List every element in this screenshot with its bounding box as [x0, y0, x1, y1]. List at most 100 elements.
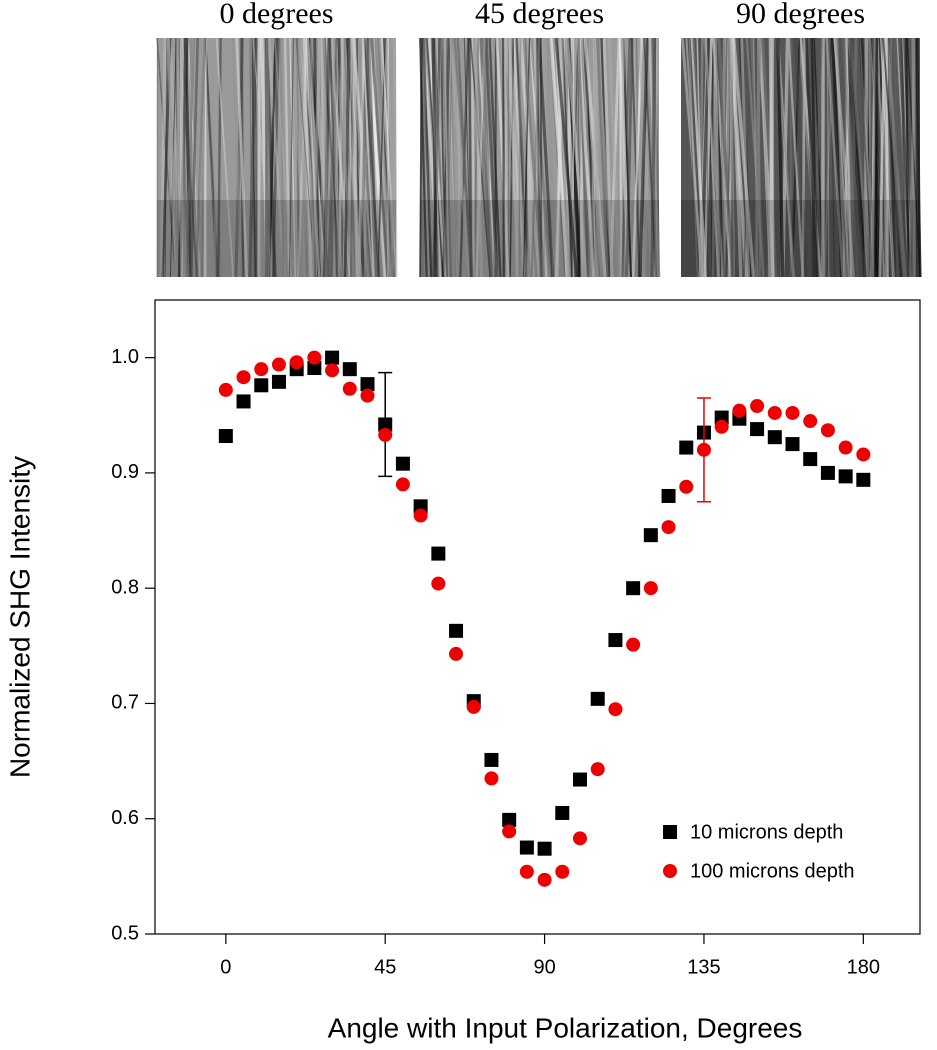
fiber: [638, 37, 649, 278]
fiber: [911, 37, 915, 278]
fiber: [715, 37, 735, 278]
y-tick-label: 1.0: [111, 346, 139, 368]
fiber: [690, 37, 708, 278]
fiber: [776, 37, 785, 278]
fiber: [801, 37, 807, 278]
fiber: [619, 37, 625, 278]
fiber: [696, 37, 704, 278]
fiber: [443, 37, 450, 278]
square-marker: [590, 691, 605, 706]
y-tick-label: 0.8: [111, 576, 139, 598]
square-marker: [307, 361, 322, 376]
circle-marker: [413, 508, 428, 523]
fiber: [235, 37, 249, 278]
fiber: [231, 37, 243, 278]
fiber: [418, 37, 428, 278]
fiber: [484, 37, 499, 278]
fiber: [337, 37, 344, 278]
fiber: [650, 37, 657, 278]
x-axis-title: Angle with Input Polarization, Degrees: [328, 1012, 803, 1043]
fiber: [577, 37, 589, 278]
fiber: [179, 37, 198, 278]
micrograph-shade: [157, 200, 396, 277]
fiber: [868, 37, 872, 278]
fiber: [453, 37, 475, 278]
fiber: [269, 37, 276, 278]
panel-title: 90 degrees: [736, 0, 865, 30]
square-marker: [502, 812, 517, 827]
fiber: [390, 37, 396, 278]
fiber: [625, 37, 634, 278]
circle-marker: [378, 427, 393, 442]
fiber: [849, 37, 871, 278]
fiber: [830, 37, 836, 278]
fiber: [431, 37, 438, 278]
fiber: [289, 37, 296, 278]
fiber: [880, 37, 894, 278]
circle-marker: [555, 864, 570, 879]
fiber: [554, 37, 578, 278]
fiber: [362, 37, 375, 278]
fiber: [189, 37, 200, 278]
circle-marker: [820, 423, 835, 438]
circle-marker: [537, 872, 552, 887]
fiber: [343, 37, 351, 278]
panel-title: 0 degrees: [219, 0, 333, 30]
fiber: [596, 37, 610, 278]
fiber: [703, 37, 713, 278]
circle-marker: [750, 399, 765, 414]
fiber: [467, 37, 474, 278]
fiber: [217, 37, 222, 278]
x-tick-label: 180: [847, 956, 880, 978]
circle-marker: [679, 479, 694, 494]
fiber: [706, 37, 709, 278]
y-tick-label: 0.6: [111, 807, 139, 829]
circle-marker: [608, 702, 623, 717]
square-marker: [236, 394, 251, 409]
fiber: [475, 37, 486, 278]
fiber: [719, 37, 725, 278]
circle-marker: [289, 355, 304, 370]
fiber: [307, 37, 317, 278]
circle-marker: [342, 381, 357, 396]
square-marker: [803, 452, 818, 467]
circle-marker: [325, 363, 340, 378]
circle-marker: [395, 477, 410, 492]
fiber: [787, 37, 804, 278]
image-panels: 0 degrees 45 degrees 90 degrees: [156, 0, 922, 278]
fiber: [845, 37, 866, 278]
fiber: [745, 37, 765, 278]
fiber: [350, 37, 359, 278]
fiber: [713, 37, 721, 278]
fiber: [204, 37, 208, 278]
y-axis-title: Normalized SHG Intensity: [4, 456, 35, 778]
circle-marker: [449, 646, 464, 661]
micrograph: [156, 37, 398, 278]
fiber: [166, 37, 178, 278]
square-marker: [484, 752, 499, 767]
fiber: [607, 37, 621, 278]
circle-marker: [856, 447, 871, 462]
fiber: [291, 37, 307, 278]
fiber: [905, 37, 910, 278]
fiber: [874, 37, 879, 278]
square-marker: [573, 772, 587, 787]
fiber: [698, 37, 708, 278]
square-marker: [767, 430, 782, 445]
fiber: [637, 37, 654, 278]
fiber: [915, 37, 922, 278]
fiber: [279, 37, 285, 278]
fiber: [530, 37, 541, 278]
fiber: [481, 37, 494, 278]
fiber: [842, 37, 859, 278]
circle-marker: [803, 414, 818, 429]
y-tick-label: 0.9: [111, 461, 139, 483]
fiber: [267, 37, 286, 278]
fiber: [565, 37, 588, 278]
micrograph: [418, 37, 661, 278]
square-marker: [360, 377, 375, 392]
circle-marker: [663, 864, 677, 878]
square-marker: [325, 350, 340, 365]
square-marker: [342, 362, 357, 377]
